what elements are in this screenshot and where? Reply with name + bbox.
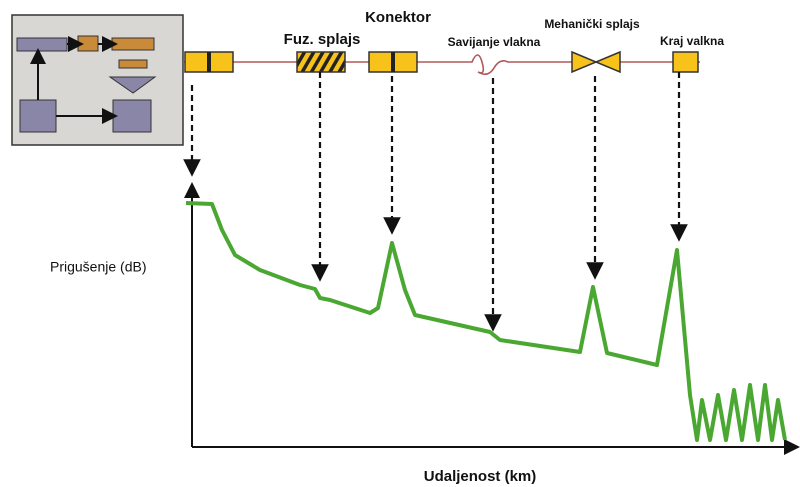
- event-label: Mehanički splajs: [544, 17, 640, 31]
- otdr-instrument: [12, 15, 183, 145]
- event-label: Kraj valkna: [660, 34, 724, 48]
- event-label: Fuz. splajs: [284, 31, 361, 48]
- fiber: [183, 52, 700, 74]
- otdr-trace: [186, 203, 785, 440]
- y-axis-label: Prigušenje (dB): [50, 259, 147, 275]
- event-label: Konektor: [365, 9, 431, 26]
- x-axis-label: Udaljenost (km): [424, 468, 537, 485]
- dashed-arrows: [192, 72, 679, 323]
- event-label: Savijanje vlakna: [448, 35, 541, 49]
- otdr-diagram: Fuz. splajs Konektor Savijanje vlakna Me…: [0, 0, 800, 487]
- event-labels: Fuz. splajs Konektor Savijanje vlakna Me…: [284, 9, 725, 49]
